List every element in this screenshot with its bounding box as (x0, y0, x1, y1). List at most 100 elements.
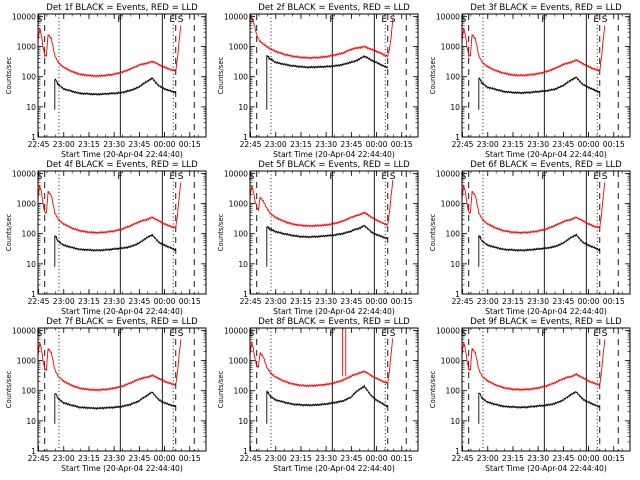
segment-marker-s: S (249, 172, 255, 182)
series-line-events (478, 76, 601, 95)
x-tick-label: 23:45 (128, 140, 150, 149)
plot-frame (249, 327, 419, 452)
y-tick-label: 10000 (224, 326, 248, 335)
x-tick-label: 23:00 (265, 454, 287, 463)
x-axis-label: Start Time (20-Apr-04 22:44:40) (61, 150, 183, 159)
x-tick-label: 23:30 (527, 454, 549, 463)
x-axis-label: Start Time (20-Apr-04 22:44:40) (485, 307, 607, 316)
plot-frame (37, 170, 207, 295)
y-axis-label: Counts/sec (429, 214, 437, 252)
series-line-events (54, 391, 176, 411)
y-tick-label: 10000 (12, 169, 36, 178)
segment-marker-e: E (593, 172, 599, 182)
series-line-events (478, 391, 600, 410)
segment-marker-s: S (390, 329, 396, 339)
y-tick-label: 10 (26, 417, 36, 426)
x-tick-label: 22:45 (452, 454, 474, 463)
y-tick-label: 1 (455, 133, 460, 142)
y-tick-label: 100 (22, 73, 37, 82)
x-tick-label: 00:00 (154, 454, 176, 463)
x-tick-label: 23:15 (78, 140, 100, 149)
series-line-events (478, 233, 601, 252)
x-tick-label: 23:45 (128, 454, 150, 463)
series-line-events (266, 384, 389, 408)
y-tick-label: 100 (234, 230, 249, 239)
y-axis-label: Counts/sec (5, 214, 13, 252)
x-tick-label: 23:00 (53, 454, 75, 463)
series-line-lld (249, 16, 394, 60)
y-tick-label: 100 (446, 73, 461, 82)
x-tick-label: 00:15 (391, 297, 413, 306)
x-tick-label: 23:30 (315, 297, 337, 306)
plot-frame (461, 13, 631, 138)
panel-9: Det 9f BLACK = Events, RED = LLD Counts/s… (429, 317, 631, 473)
segment-marker-e: E (593, 15, 599, 25)
y-axis-label: Counts/sec (5, 371, 13, 409)
y-tick-label: 10000 (224, 169, 248, 178)
panel-title: Det 5f BLACK = Events, RED = LLD (258, 160, 410, 170)
plot-frame (461, 327, 631, 452)
y-tick-label: 1 (243, 133, 248, 142)
y-axis-label: Counts/sec (5, 57, 13, 95)
y-tick-label: 1000 (229, 43, 248, 52)
x-tick-label: 23:00 (265, 140, 287, 149)
x-tick-label: 23:00 (477, 140, 499, 149)
panel-1: Det 1f BLACK = Events, RED = LLD Counts/s… (5, 3, 207, 159)
y-tick-label: 1000 (17, 43, 36, 52)
x-tick-label: 23:15 (290, 140, 312, 149)
plot-frame (461, 170, 631, 295)
y-tick-label: 1000 (441, 200, 460, 209)
x-tick-label: 00:15 (603, 140, 625, 149)
y-tick-label: 1 (31, 133, 36, 142)
segment-marker-s: S (461, 15, 467, 25)
x-tick-label: 23:15 (502, 454, 524, 463)
segment-marker-s: S (461, 329, 467, 339)
series-line-lld (461, 25, 606, 78)
y-axis-label: Counts/sec (429, 57, 437, 95)
segment-marker-e: E (381, 329, 387, 339)
series-line-lld (249, 338, 394, 388)
y-tick-label: 10 (450, 260, 460, 269)
x-tick-label: 23:00 (477, 297, 499, 306)
panel-title: Det 2f BLACK = Events, RED = LLD (258, 3, 410, 13)
y-tick-label: 1 (455, 447, 460, 456)
x-tick-label: 23:15 (290, 454, 312, 463)
segment-marker-f: F (117, 15, 122, 25)
x-tick-label: 22:45 (240, 454, 262, 463)
series-line-lld (249, 180, 394, 228)
y-tick-label: 1 (31, 290, 36, 299)
y-tick-label: 1000 (17, 200, 36, 209)
y-tick-label: 10000 (12, 12, 36, 21)
x-tick-label: 23:30 (103, 297, 125, 306)
segment-marker-f: F (541, 172, 546, 182)
series-line-lld (461, 182, 606, 235)
y-tick-label: 10 (238, 103, 248, 112)
y-tick-label: 10000 (224, 12, 248, 21)
panel-title: Det 9f BLACK = Events, RED = LLD (470, 317, 622, 327)
x-axis-label: Start Time (20-Apr-04 22:44:40) (485, 150, 607, 159)
x-tick-label: 22:45 (452, 297, 474, 306)
y-axis-label: Counts/sec (429, 371, 437, 409)
y-tick-label: 10 (450, 417, 460, 426)
segment-marker-f: F (541, 329, 546, 339)
x-tick-label: 00:00 (154, 297, 176, 306)
panel-2: Det 2f BLACK = Events, RED = LLD Counts/s… (217, 3, 419, 159)
x-tick-label: 00:00 (366, 454, 388, 463)
y-tick-label: 10000 (436, 326, 460, 335)
segment-marker-f: F (541, 15, 546, 25)
x-tick-label: 23:15 (290, 297, 312, 306)
series-line-events (266, 54, 389, 69)
panel-3: Det 3f BLACK = Events, RED = LLD Counts/s… (429, 3, 631, 159)
x-tick-label: 23:45 (128, 297, 150, 306)
x-tick-label: 23:30 (527, 297, 549, 306)
y-tick-label: 1 (243, 447, 248, 456)
y-tick-label: 1 (243, 290, 248, 299)
series-line-lld (37, 182, 182, 235)
y-tick-label: 100 (234, 73, 249, 82)
plot-frame (37, 327, 207, 452)
y-tick-label: 1000 (441, 43, 460, 52)
series-line-lld (37, 339, 182, 392)
series-line-events (266, 224, 388, 240)
segment-marker-e: E (169, 172, 175, 182)
